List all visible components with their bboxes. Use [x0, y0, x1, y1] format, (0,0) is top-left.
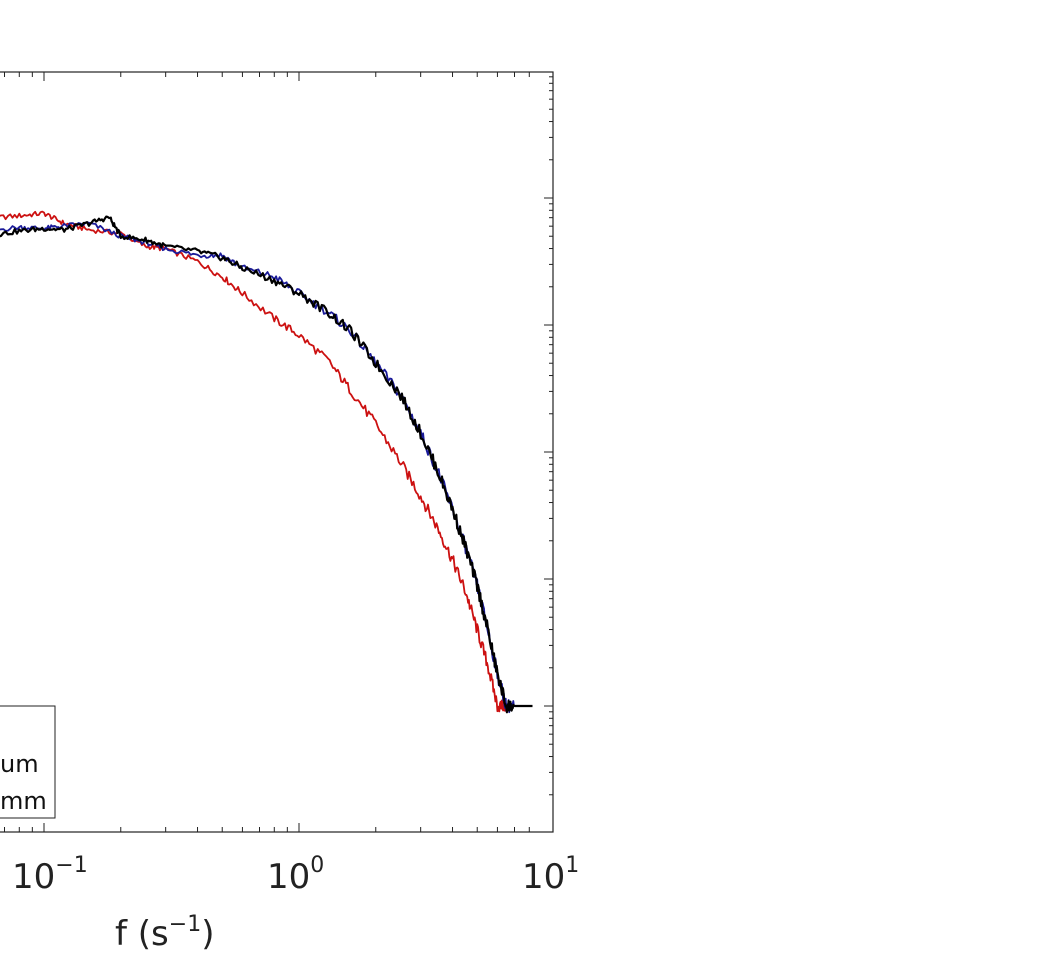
legend-box [0, 705, 56, 819]
legend: um mm [0, 705, 56, 819]
legend-entry-0: um [0, 750, 39, 778]
axis-ticks [4, 72, 553, 832]
x-tick-label: 101 [522, 853, 579, 897]
x-tick-labels: 10−1 100 101 [12, 853, 579, 897]
series-layer [0, 210, 533, 714]
series-line-2 [0, 215, 533, 714]
series-line-0 [0, 210, 525, 713]
legend-entry-1: mm [0, 787, 47, 815]
x-tick-label: 100 [267, 853, 324, 897]
plot-area-frame [0, 71, 554, 833]
x-tick-label: 10−1 [12, 853, 88, 897]
x-axis-label: f (s−1) [115, 912, 214, 954]
series-line-1 [0, 221, 533, 714]
